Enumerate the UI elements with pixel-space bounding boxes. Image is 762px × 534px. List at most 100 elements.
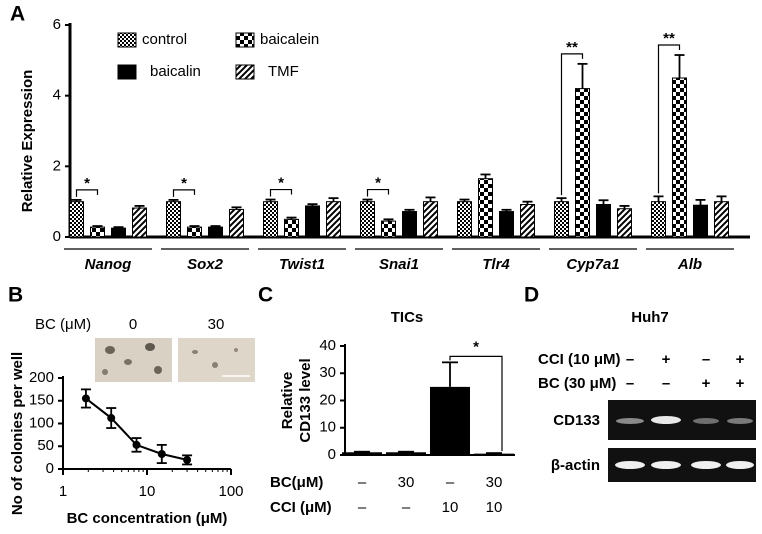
band-label: CD133 <box>553 412 600 429</box>
colony <box>105 346 115 354</box>
y-tick-label: 20 <box>319 391 336 408</box>
significance-bracket <box>560 53 584 196</box>
bar <box>381 220 396 238</box>
significance-bracket <box>75 189 99 197</box>
data-point <box>132 440 141 449</box>
y-tick-label: 30 <box>319 364 336 381</box>
band <box>727 418 753 424</box>
legend-label: TMF <box>268 63 299 80</box>
data-point <box>183 455 192 464</box>
bar <box>111 227 126 238</box>
condition-value: + <box>736 351 745 368</box>
colony <box>154 366 162 374</box>
x-tick-label: 1 <box>59 483 67 500</box>
chart-title: TICs <box>391 309 424 326</box>
inset-column: 30 <box>208 316 225 333</box>
y-tick-label: 40 <box>319 337 336 354</box>
legend-swatch <box>117 32 137 48</box>
data-point <box>81 394 90 403</box>
bar <box>187 226 202 238</box>
colony-images <box>95 338 255 382</box>
bar <box>714 201 729 238</box>
bar <box>617 208 632 238</box>
y-tick-label: 200 <box>29 369 54 386</box>
y-axis-label: Relative <box>279 372 296 430</box>
condition-label: BC(μM) <box>270 474 323 491</box>
inset-column: 0 <box>129 316 137 333</box>
condition-value: – <box>662 375 670 392</box>
y-axis-label: No of colonies per well <box>9 352 26 515</box>
legend-label: baicalein <box>260 31 319 48</box>
bar <box>386 452 426 455</box>
colony <box>234 348 238 352</box>
band <box>616 418 644 424</box>
significance-label: * <box>278 175 284 192</box>
condition-value: – <box>446 474 455 491</box>
y-tick-label: 6 <box>53 16 61 33</box>
y-tick-label: 10 <box>319 419 336 436</box>
y-tick-label: 50 <box>37 437 54 454</box>
bar <box>90 226 105 238</box>
condition-value: 30 <box>398 474 415 491</box>
condition-value: 10 <box>486 499 503 516</box>
x-axis-label: BC concentration (μM) <box>67 510 228 527</box>
bar <box>520 203 535 238</box>
y-tick-label: 0 <box>328 446 336 463</box>
x-tick-label: Tlr4 <box>482 256 510 273</box>
bar <box>430 386 470 455</box>
significance-bracket <box>269 188 293 197</box>
panel-label: D <box>524 284 539 307</box>
bar <box>596 203 611 238</box>
significance-label: * <box>473 338 479 355</box>
bar <box>499 211 514 238</box>
condition-value: – <box>358 474 367 491</box>
y-tick-label: 4 <box>53 87 61 104</box>
panel-label: C <box>258 284 273 307</box>
legend-swatch <box>235 64 255 80</box>
bar <box>166 201 181 238</box>
significance-bracket <box>366 188 390 197</box>
colony <box>124 359 132 365</box>
condition-value: – <box>358 499 367 516</box>
bar <box>402 211 417 238</box>
bar <box>693 204 708 238</box>
y-tick-label: 2 <box>53 157 61 174</box>
legend-swatch <box>235 32 255 48</box>
significance-label: ** <box>663 30 675 47</box>
y-tick-label: 0 <box>46 460 54 477</box>
condition-label: CCI (10 μM) <box>538 351 621 368</box>
legend-swatch <box>117 64 137 80</box>
condition-value: – <box>626 375 634 392</box>
colony <box>102 369 108 375</box>
band <box>693 418 719 424</box>
condition-value: + <box>662 351 671 368</box>
bar <box>208 226 223 238</box>
band-label: β-actin <box>551 457 600 474</box>
x-tick-label: Sox2 <box>187 256 224 273</box>
band <box>651 461 681 469</box>
bar <box>305 205 320 238</box>
bar <box>672 77 687 238</box>
inset-label: BC (μM) <box>35 316 91 333</box>
x-tick-label: 10 <box>139 483 156 500</box>
x-tick-label: Nanog <box>85 256 132 273</box>
significance-label: ** <box>566 39 578 56</box>
condition-value: + <box>702 375 711 392</box>
bar <box>474 453 514 455</box>
x-tick-label: 100 <box>218 483 243 500</box>
band <box>726 461 754 469</box>
colony <box>145 343 155 351</box>
colony <box>192 350 198 354</box>
bar <box>360 201 375 238</box>
y-axis-label: Relative Expression <box>19 70 36 213</box>
bar <box>423 201 438 238</box>
significance-label: * <box>375 175 381 192</box>
bar <box>478 178 493 238</box>
condition-value: 10 <box>442 499 459 516</box>
bar <box>284 218 299 238</box>
y-axis-label: CD133 level <box>297 358 314 442</box>
data-point <box>157 449 166 458</box>
band <box>615 461 645 469</box>
data-point <box>107 414 116 423</box>
legend-label: baicalin <box>150 63 201 80</box>
